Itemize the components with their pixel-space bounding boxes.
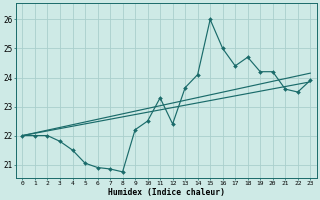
X-axis label: Humidex (Indice chaleur): Humidex (Indice chaleur): [108, 188, 225, 197]
